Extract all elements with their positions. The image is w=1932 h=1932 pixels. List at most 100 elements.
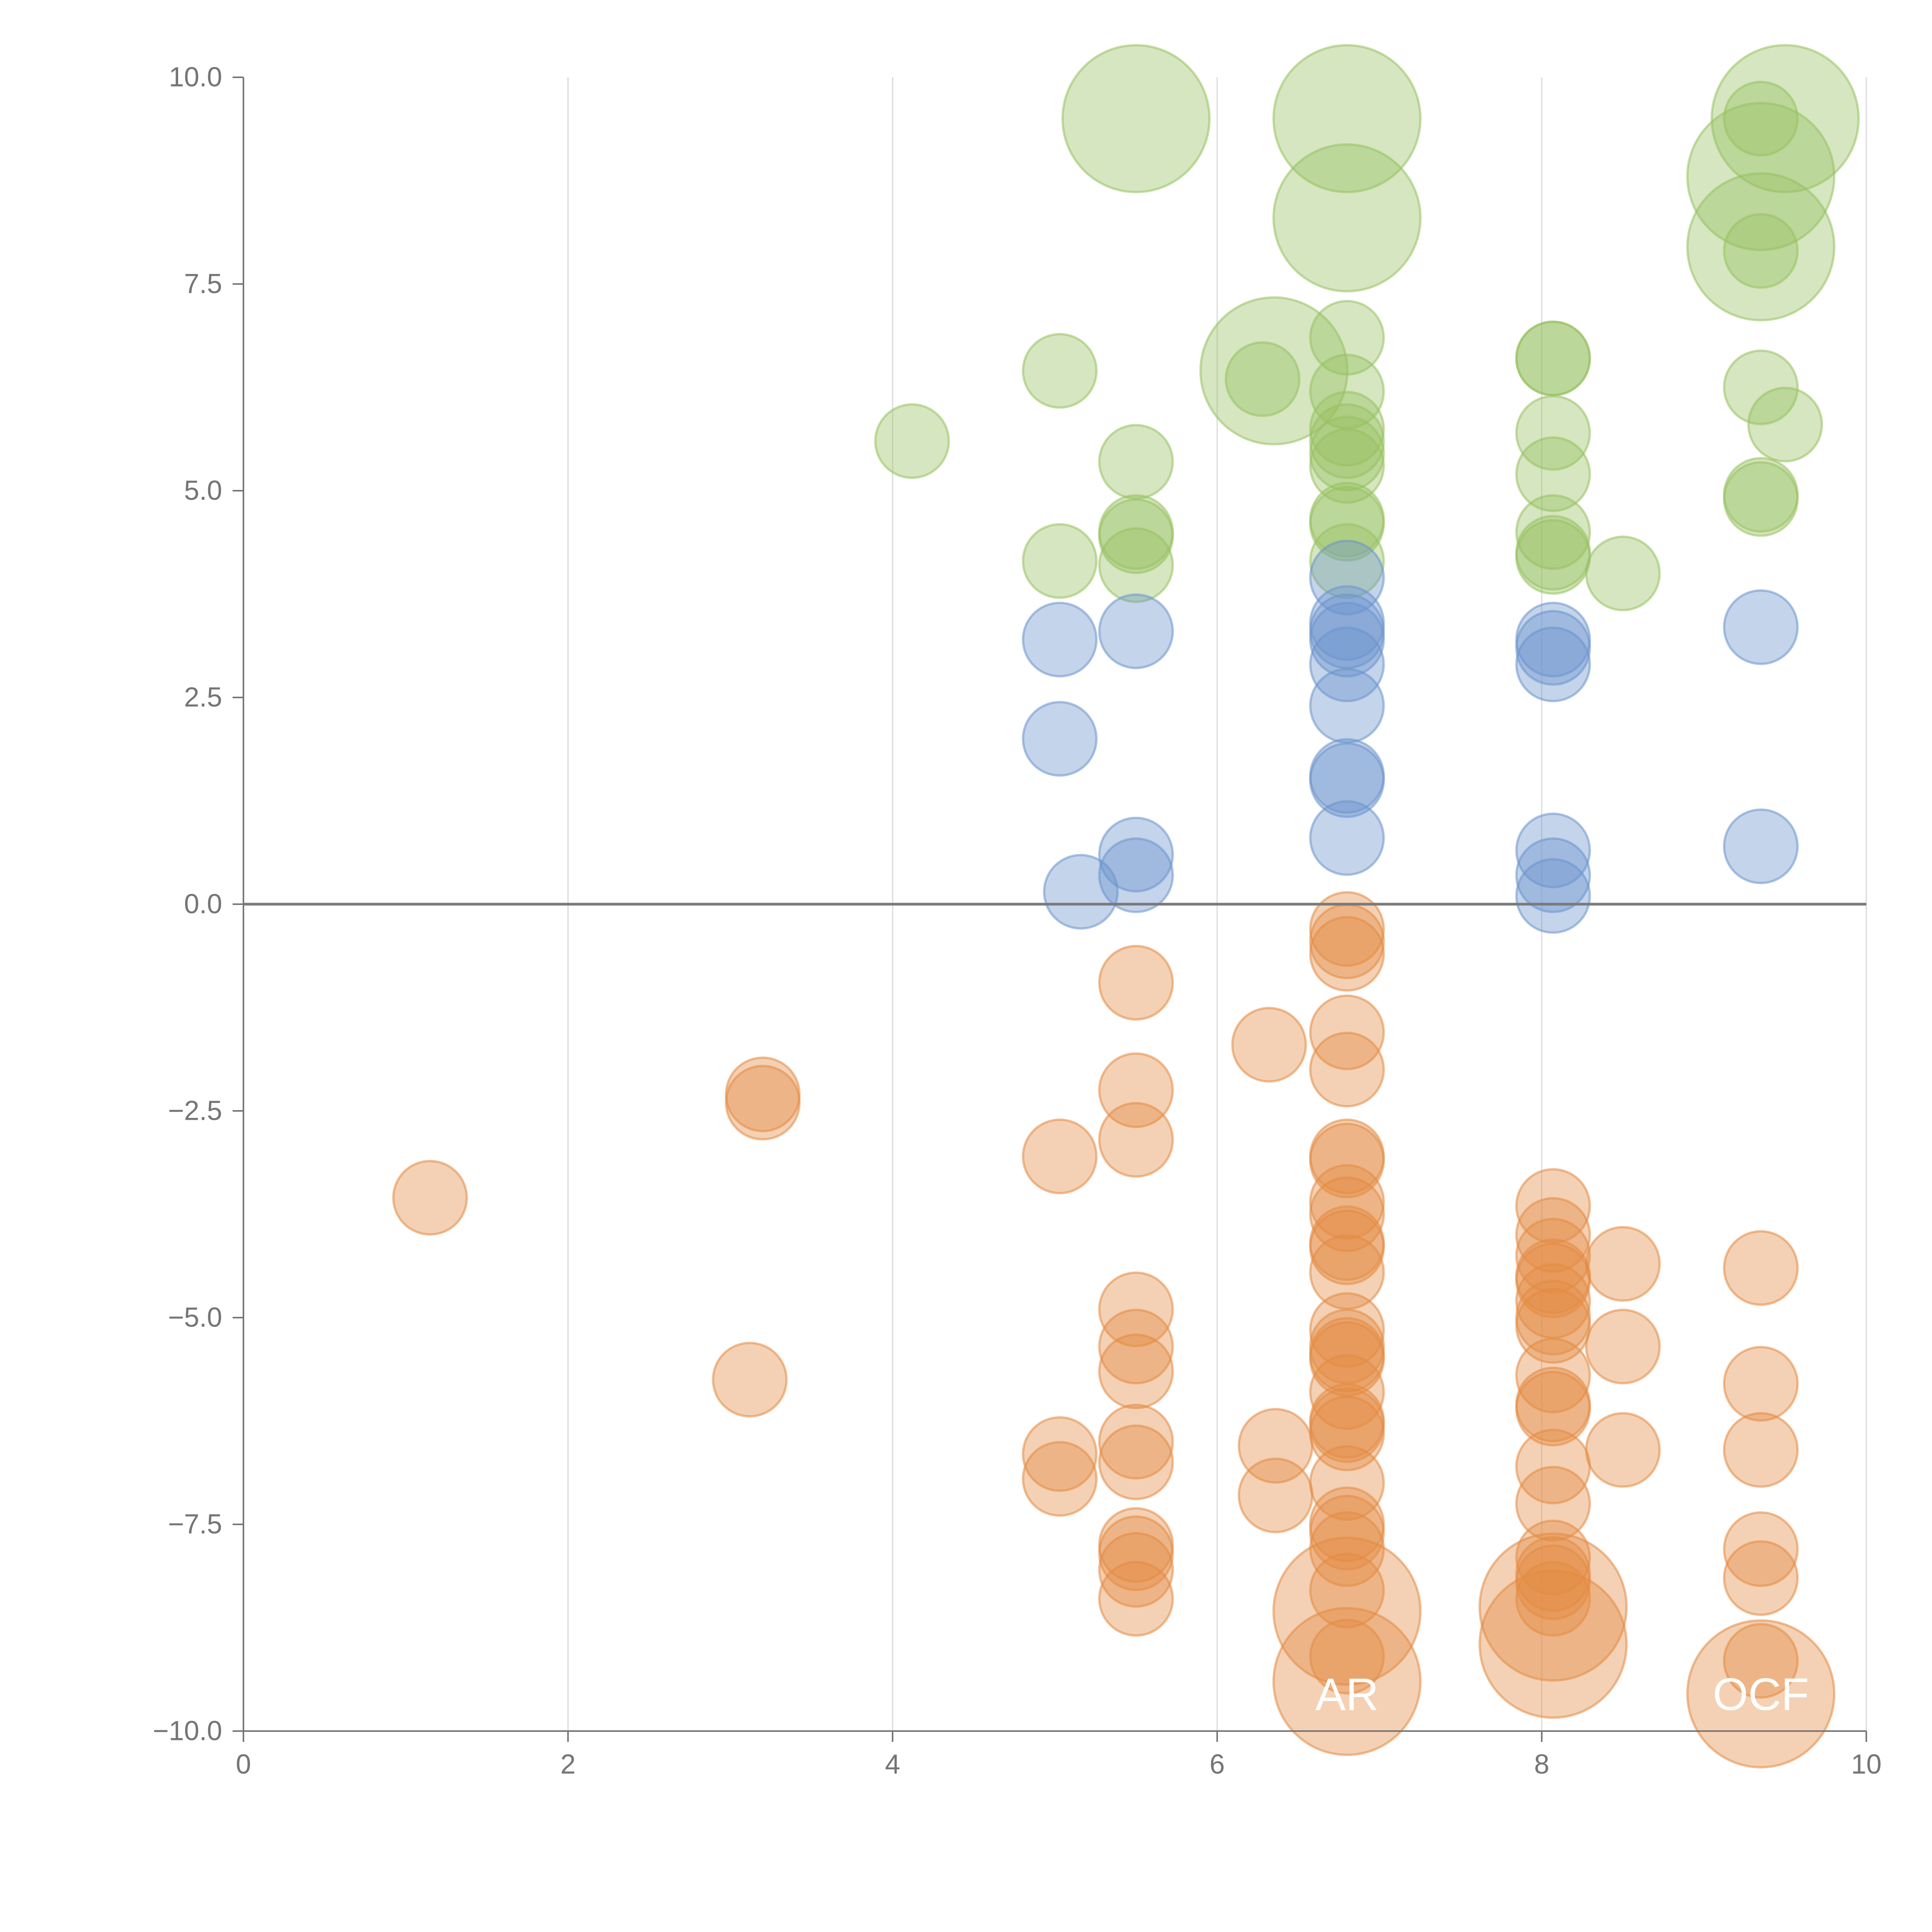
data-point	[1723, 1346, 1799, 1422]
data-point	[1309, 1122, 1385, 1199]
data-point	[1309, 1176, 1385, 1252]
data-point	[1515, 1519, 1591, 1595]
data-point	[1515, 395, 1591, 471]
data-point	[1098, 1515, 1174, 1591]
data-point	[1309, 916, 1385, 992]
data-point	[1309, 1511, 1385, 1587]
data-point	[1711, 44, 1860, 193]
data-point	[1747, 386, 1823, 463]
data-point	[1022, 1441, 1098, 1517]
data-point	[1098, 1561, 1174, 1637]
data-point	[1723, 589, 1799, 665]
data-point	[1098, 1308, 1174, 1384]
data-point	[1478, 1532, 1628, 1682]
data-point	[1309, 668, 1385, 744]
data-point	[1309, 523, 1385, 599]
overlay-label-ocf: OCF	[1713, 1669, 1809, 1720]
data-point	[1309, 1209, 1385, 1286]
data-point	[1309, 1292, 1385, 1368]
data-point	[1309, 1032, 1385, 1107]
data-point	[1098, 498, 1174, 574]
data-point	[1309, 300, 1385, 376]
data-point	[1585, 1226, 1661, 1302]
data-point	[1723, 1230, 1799, 1306]
x-tick-label: 10	[1851, 1749, 1882, 1780]
data-point	[1686, 172, 1835, 321]
data-points	[392, 44, 1860, 1769]
data-point	[1098, 945, 1174, 1021]
data-point	[1515, 494, 1591, 570]
data-point	[1309, 800, 1385, 876]
y-tick-label: 0.0	[184, 889, 222, 920]
data-point	[1515, 1561, 1591, 1637]
data-point	[1723, 1540, 1799, 1616]
y-tick-label: −10.0	[153, 1716, 222, 1747]
x-tick-label: 4	[885, 1749, 900, 1780]
y-tick-label: 2.5	[184, 682, 222, 713]
data-point	[1515, 812, 1591, 888]
data-point	[1098, 837, 1174, 913]
data-point	[1309, 1354, 1385, 1430]
overlay-label-ar: AR	[1315, 1669, 1379, 1720]
data-point	[1061, 44, 1211, 193]
data-point	[1585, 536, 1661, 611]
data-point	[1098, 816, 1174, 893]
data-point	[1723, 461, 1799, 537]
x-tick-label: 8	[1534, 1749, 1549, 1780]
data-point	[392, 1160, 468, 1236]
data-point	[1272, 143, 1422, 293]
x-tick-label: 0	[236, 1749, 251, 1780]
data-point	[1231, 1007, 1307, 1083]
data-point	[1585, 1412, 1661, 1488]
data-point	[1309, 602, 1385, 678]
data-point	[1098, 1424, 1174, 1500]
data-point	[1723, 81, 1799, 156]
y-tick-label: 7.5	[184, 269, 222, 299]
data-point	[1478, 1570, 1628, 1719]
data-point	[1309, 1495, 1385, 1571]
data-point	[1098, 593, 1174, 669]
data-point	[1098, 1333, 1174, 1410]
x-tick-label: 6	[1209, 1749, 1225, 1780]
data-point	[1022, 523, 1098, 599]
data-point	[712, 1342, 788, 1418]
data-point	[1515, 1544, 1591, 1620]
y-tick-label: −5.0	[168, 1303, 222, 1333]
data-point	[1309, 742, 1385, 818]
data-point	[1309, 1553, 1385, 1629]
data-point	[1238, 1458, 1314, 1534]
data-point	[1022, 602, 1098, 678]
data-point	[874, 403, 950, 479]
data-point	[1309, 428, 1385, 504]
x-tick-label: 2	[560, 1749, 576, 1780]
data-point	[1723, 213, 1799, 289]
data-point	[1309, 539, 1385, 616]
data-point	[1309, 1619, 1385, 1695]
data-point	[1585, 1308, 1661, 1384]
data-point	[1723, 1623, 1799, 1699]
y-tick-label: −7.5	[168, 1509, 222, 1540]
axis-ticks: 0 2 4 6 8 10 10.0 7.5 5.0 2.5 0.0 −2.5 −5.0 −7.5 −10.0	[153, 62, 1881, 1780]
data-point	[1515, 436, 1591, 512]
data-point	[1098, 1532, 1174, 1608]
series-green	[874, 44, 1860, 611]
data-point	[1723, 1412, 1799, 1488]
y-tick-label: 5.0	[184, 476, 222, 506]
data-point	[1723, 349, 1799, 425]
data-point	[1515, 320, 1591, 396]
data-point	[1309, 626, 1385, 702]
data-point	[1515, 1371, 1591, 1447]
data-point	[1686, 102, 1835, 251]
data-point	[1515, 858, 1591, 934]
data-point	[1723, 808, 1799, 884]
data-point	[1515, 1466, 1591, 1542]
data-point	[1098, 1102, 1174, 1178]
data-point	[1723, 1511, 1799, 1587]
overlay-labels: AR OCF	[1315, 1669, 1809, 1720]
y-tick-label: 10.0	[169, 62, 222, 93]
data-point	[1272, 1607, 1422, 1756]
data-point	[1515, 1218, 1591, 1294]
data-point	[725, 1065, 801, 1141]
data-point	[1022, 333, 1098, 409]
